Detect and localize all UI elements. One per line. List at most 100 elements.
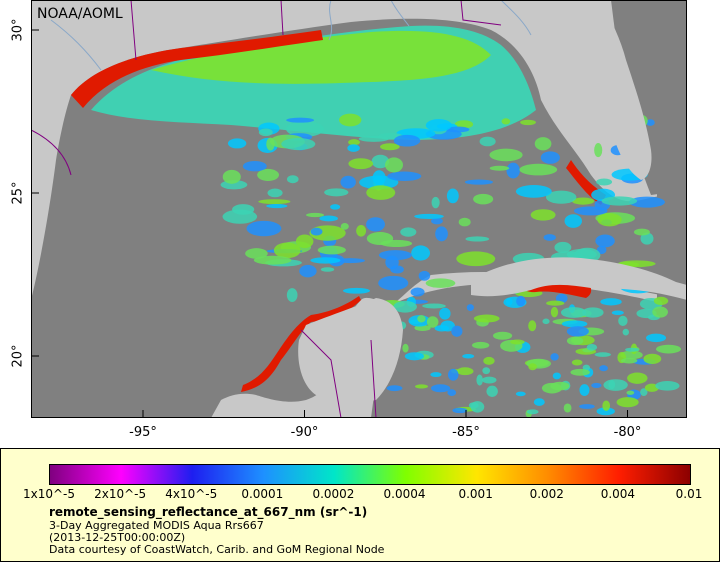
reflectance-patch <box>618 315 628 326</box>
reflectance-patch <box>621 357 638 364</box>
reflectance-patch <box>465 236 490 242</box>
reflectance-patch <box>564 214 582 228</box>
reflectance-patch <box>586 343 598 351</box>
lon-label: -80° <box>613 425 642 440</box>
reflectance-patch <box>515 185 552 198</box>
reflectance-patch <box>501 118 511 125</box>
reflectance-patch <box>359 175 399 190</box>
reflectance-patch <box>464 179 494 185</box>
reflectance-patch <box>430 384 451 393</box>
reflectance-patch <box>415 384 429 389</box>
reflectance-patch <box>626 390 635 395</box>
reflectance-patch <box>655 381 680 391</box>
reflectance-patch <box>410 287 425 297</box>
reflectance-patch <box>245 248 268 259</box>
reflectance-patch <box>425 119 452 132</box>
reflectance-patch <box>608 380 616 390</box>
colorbar <box>49 464 691 485</box>
reflectance-patch <box>542 318 550 325</box>
reflectance-patch <box>625 347 639 352</box>
reflectance-patch <box>579 404 595 409</box>
reflectance-patch <box>451 325 463 337</box>
reflectance-patch <box>435 226 448 242</box>
map-border <box>31 0 687 418</box>
us-state-border-3 <box>460 0 502 26</box>
reflectance-patch <box>458 217 471 227</box>
yucatan-peninsula <box>298 298 403 403</box>
reflectance-patch <box>594 352 611 357</box>
reflectance-patch <box>310 257 341 264</box>
lat-label: 30° <box>10 18 26 42</box>
reflectance-patch <box>387 171 422 181</box>
legend-panel: 1x10^-5 2x10^-5 4x10^-5 0.0001 0.0002 0.0004 0… <box>0 448 720 562</box>
reflectance-patch <box>493 331 513 340</box>
reflectance-patch <box>530 209 556 221</box>
reflectance-patch <box>652 306 668 318</box>
reflectance-patch <box>656 344 682 354</box>
reflectance-patch <box>295 234 314 249</box>
reflectance-patch <box>470 401 485 413</box>
reflectance-patch <box>599 365 608 372</box>
reflectance-patch <box>560 307 587 318</box>
lat-label: 25° <box>10 181 26 205</box>
reflectance-patch <box>267 188 283 198</box>
reflectance-patch <box>528 363 537 371</box>
mississippi-river <box>328 0 333 41</box>
reflectance-patch <box>430 372 442 378</box>
reflectance-patch <box>482 367 491 375</box>
credit-label: NOAA/AOML <box>37 6 123 22</box>
reflectance-patch <box>417 315 426 323</box>
reflectance-patch <box>591 382 602 389</box>
reflectance-patch <box>378 250 412 261</box>
reflectance-patch <box>505 297 513 306</box>
reflectance-patch <box>603 379 628 391</box>
reflectance-patch <box>286 288 298 302</box>
reflectance-patch <box>456 367 474 376</box>
reflectance-patch <box>611 310 624 316</box>
reflectance-patch <box>596 407 615 416</box>
colorbar-tick-label: 0.002 <box>529 487 564 501</box>
reflectance-patch <box>533 398 545 406</box>
reflectance-patch <box>526 409 539 415</box>
reflectance-patch <box>629 196 665 208</box>
reflectance-patch <box>646 333 667 343</box>
reflectance-patch <box>616 397 639 408</box>
georgia-river <box>500 0 532 36</box>
colorbar-tick-label: 0.0004 <box>383 487 426 501</box>
reflectance-patch <box>595 234 615 248</box>
reflectance-patch <box>258 128 273 137</box>
reflectance-patch <box>414 213 444 219</box>
reflectance-patch <box>400 227 417 237</box>
reflectance-patch <box>306 212 325 218</box>
reflectance-patch <box>566 326 589 337</box>
reflectance-patch <box>510 339 525 345</box>
reflectance-patch <box>573 206 608 216</box>
reflectance-patch <box>257 168 279 181</box>
reflectance-patch <box>528 320 537 332</box>
reflectance-patch <box>447 368 459 381</box>
reflectance-patch <box>273 242 301 259</box>
reflectance-patch <box>566 336 584 346</box>
colorbar-tick-label: 1x10^-5 <box>22 487 76 501</box>
colorbar-tick-label: 0.001 <box>458 487 493 501</box>
reflectance-patch <box>479 136 496 147</box>
us-state-border-1 <box>130 0 137 61</box>
reflectance-patch <box>489 148 523 162</box>
campeche-coast-red <box>241 296 361 392</box>
reflectance-patch <box>393 134 421 147</box>
reflectance-patch <box>299 264 317 278</box>
reflectance-patch <box>340 175 356 189</box>
reflectance-patch <box>378 275 409 291</box>
reflectance-patch <box>563 403 572 413</box>
reflectance-patch <box>597 213 622 227</box>
reflectance-patch <box>486 385 498 397</box>
reflectance-patch <box>454 120 474 129</box>
reflectance-patch <box>594 143 603 158</box>
reflectance-patch <box>596 178 613 186</box>
reflectance-patch <box>452 407 468 414</box>
reflectance-patch <box>546 300 565 306</box>
reflectance-patch <box>402 343 409 353</box>
reflectance-patch <box>422 303 446 309</box>
reflectance-patch <box>425 278 456 288</box>
reflectance-patch <box>286 175 299 184</box>
